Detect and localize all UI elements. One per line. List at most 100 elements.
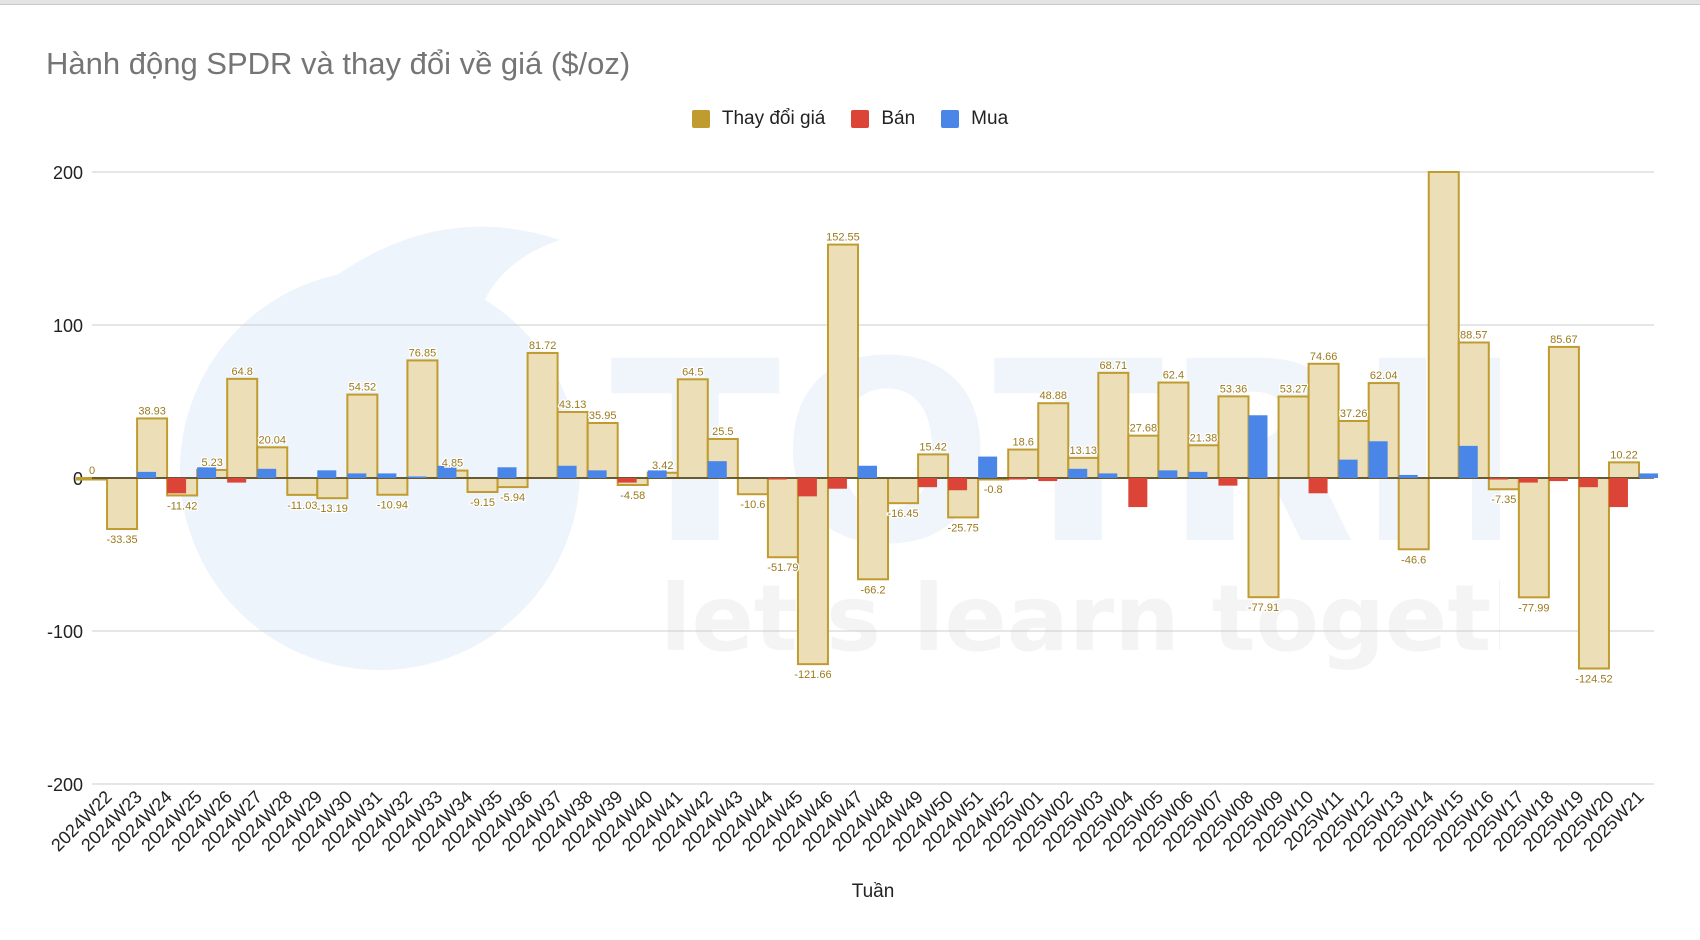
data-label-price-change: 5.23 (201, 457, 222, 469)
bar-sell (1488, 478, 1508, 480)
data-label-price-change: -11.03 (287, 500, 317, 512)
bar-buy (317, 470, 337, 478)
data-label-price-change: -10.94 (377, 500, 408, 512)
data-label-price-change: 74.66 (1310, 351, 1338, 363)
data-label-price-change: -4.58 (620, 490, 645, 502)
data-label-price-change: -121.66 (794, 669, 831, 681)
data-label-price-change: 10.22 (1610, 449, 1638, 461)
bar-price-change (1427, 171, 1460, 479)
bar-buy (257, 468, 277, 478)
bar-price-change (1157, 381, 1190, 480)
data-label-price-change: 64.8 (232, 366, 253, 378)
bar-sell (1518, 478, 1538, 483)
data-label-price-change: 62.04 (1370, 370, 1398, 382)
bar-price-change (887, 477, 920, 505)
bar-price-change (1397, 477, 1430, 551)
data-label-price-change: 85.67 (1550, 334, 1578, 346)
bar-buy (497, 467, 517, 478)
data-label-price-change: 18.6 (1013, 437, 1034, 449)
bar-buy (1098, 473, 1118, 478)
bar-sell (1218, 478, 1238, 486)
bar-price-change (586, 421, 619, 479)
bar-buy (137, 471, 157, 478)
bar-price-change (736, 477, 769, 496)
bar-price-change (1247, 477, 1280, 599)
data-label-price-change: -25.75 (948, 522, 979, 534)
data-label-price-change: -51.79 (767, 562, 798, 574)
bar-price-change (1007, 448, 1040, 479)
bar-buy (1458, 445, 1478, 478)
data-label-price-change: 37.26 (1340, 408, 1368, 420)
bar-sell (1608, 478, 1628, 508)
bar-price-change (346, 393, 379, 480)
data-label-price-change: 88.57 (1460, 329, 1488, 341)
data-label-price-change: -11.42 (167, 500, 197, 512)
data-label-price-change: 35.95 (589, 410, 617, 422)
bar-buy (1338, 459, 1358, 478)
bar-price-change (106, 477, 139, 531)
data-label-price-change: 54.52 (349, 382, 377, 394)
data-label-price-change: -66.2 (860, 584, 885, 596)
bar-price-change (1547, 345, 1580, 479)
bar-price-change (766, 477, 799, 559)
bar-sell (1578, 478, 1598, 488)
bar-buy (1158, 470, 1178, 478)
legend-label-price-change: Thay đổi giá (721, 108, 826, 129)
bar-price-change (1127, 434, 1160, 479)
bar-sell (227, 478, 247, 483)
bar-sell (1008, 478, 1028, 480)
legend-swatch-buy (941, 110, 960, 128)
bar-buy (197, 467, 217, 478)
bar-price-change (466, 477, 499, 493)
bar-price-change (136, 417, 169, 480)
x-axis-title: Tuần (851, 881, 895, 902)
bar-price-change (917, 453, 950, 480)
bar-buy (407, 476, 427, 478)
bar-price-change (1517, 477, 1550, 599)
bar-sell (1548, 478, 1568, 482)
y-tick-label: 100 (53, 316, 83, 336)
data-label-price-change: -9.15 (470, 497, 495, 509)
data-label-price-change: 81.72 (529, 340, 557, 352)
data-label-price-change: -13.19 (317, 503, 348, 515)
bar-price-change (1097, 371, 1130, 479)
legend-swatch-price-change (691, 110, 710, 128)
bar-buy (1368, 441, 1388, 478)
data-label-price-change: -7.35 (1491, 494, 1516, 506)
data-label-price-change: 62.4 (1163, 370, 1184, 382)
data-label-price-change: -124.52 (1575, 674, 1612, 686)
bar-sell (827, 478, 847, 489)
data-label-price-change: -46.6 (1401, 554, 1426, 566)
bar-price-change (316, 477, 349, 500)
bar-price-change (796, 477, 829, 666)
legend-item-sell[interactable]: Bán (851, 108, 915, 130)
bar-buy (647, 470, 667, 478)
data-label-price-change: -33.35 (106, 534, 137, 546)
bar-buy (1398, 474, 1418, 478)
legend-swatch-sell (851, 110, 870, 128)
chart-legend: Thay đổi giá Bán Mua (0, 108, 1700, 130)
data-label-price-change: -77.91 (1248, 602, 1279, 614)
data-label-price-change: 21.38 (1190, 432, 1218, 444)
bar-price-change (1607, 461, 1640, 480)
bar-price-change (1577, 477, 1610, 670)
bar-buy (437, 465, 457, 478)
bar-price-change (1217, 395, 1250, 479)
y-tick-label: 200 (53, 163, 83, 183)
y-tick-label: -100 (47, 622, 83, 642)
bar-price-change (376, 477, 409, 496)
legend-label-sell: Bán (881, 108, 916, 129)
bar-buy (557, 465, 577, 478)
bar-price-change (526, 351, 559, 480)
bar-price-change (1487, 477, 1520, 491)
legend-item-buy[interactable]: Mua (941, 108, 1008, 130)
data-label-price-change: 64.5 (682, 366, 703, 378)
data-label-price-change: 25.5 (712, 426, 733, 438)
data-label-price-change: 53.27 (1280, 383, 1308, 395)
bar-buy (1638, 473, 1658, 478)
legend-item-price-change[interactable]: Thay đổi giá (691, 108, 826, 130)
data-label-price-change: 53.36 (1220, 383, 1248, 395)
legend-label-buy: Mua (971, 108, 1009, 129)
bar-sell (617, 478, 637, 483)
